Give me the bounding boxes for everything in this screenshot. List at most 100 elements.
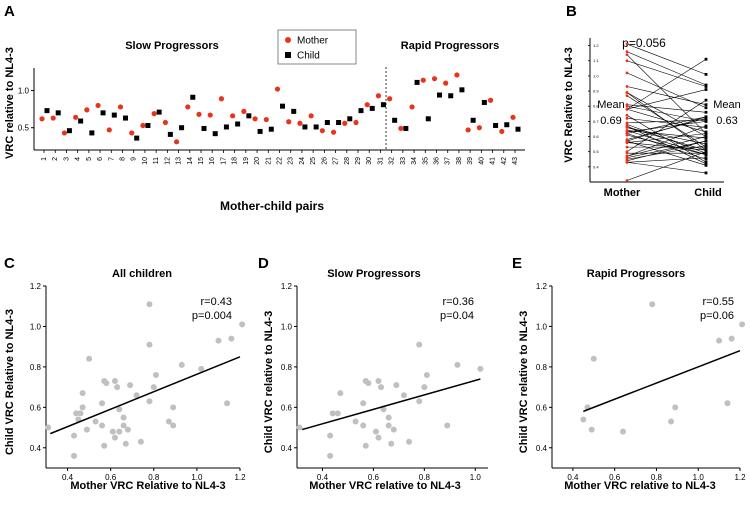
scatter-point	[416, 341, 423, 348]
child-point	[704, 106, 708, 110]
scatter-point	[127, 382, 134, 389]
scatter-point	[71, 452, 78, 459]
mother-marker	[274, 86, 281, 92]
scatter-point	[372, 428, 379, 435]
child-point	[704, 142, 708, 146]
y-tick-label-c: 0.6	[30, 403, 42, 412]
scatter-point	[728, 335, 735, 342]
pvalue-label-b: p=0.056	[622, 36, 666, 50]
child-point	[704, 110, 708, 114]
y-tick-label-e: 0.6	[536, 403, 548, 412]
scatter-point	[378, 384, 385, 391]
scatter-point	[79, 404, 86, 411]
y-tick-label-e: 1.2	[536, 282, 548, 291]
mother-marker	[218, 96, 225, 102]
x-tick-label-a: 7	[108, 157, 115, 161]
mother-marker	[342, 120, 348, 126]
child-point	[704, 119, 708, 123]
child-marker	[246, 113, 252, 119]
scatter-point	[739, 321, 746, 328]
x-tick-label-a: 36	[434, 157, 441, 165]
child-marker	[437, 92, 442, 98]
x-axis-label-d: Mother VRC relative to NL4-3	[309, 480, 461, 492]
mother-marker	[308, 113, 314, 119]
mother-marker	[510, 114, 516, 120]
y-tick-label-e: 0.8	[536, 363, 548, 372]
child-marker	[145, 122, 151, 128]
y-tick-label-d: 0.8	[281, 363, 293, 372]
scatter-point	[101, 378, 108, 385]
mother-marker	[263, 116, 269, 123]
pair-line	[626, 54, 707, 134]
scatter-point	[360, 422, 367, 429]
x-axis-label-c: Mother VRC Relative to NL4-3	[70, 480, 225, 492]
mother-marker	[196, 111, 202, 117]
scatter-point	[122, 440, 129, 447]
child-marker	[55, 110, 61, 116]
pair-line	[626, 161, 707, 174]
child-marker	[324, 120, 330, 126]
x-tick-label-a: 17	[220, 157, 227, 165]
child-marker	[459, 87, 465, 93]
mother-marker	[241, 108, 247, 114]
child-marker	[235, 121, 241, 127]
mother-marker	[73, 114, 79, 120]
x-tick-label-c: 0.8	[148, 473, 160, 482]
scatter-point	[423, 371, 430, 378]
legend-box	[277, 29, 357, 65]
panel-c: C All children r=0.43 p=0.004 Child VRC …	[4, 255, 246, 492]
scatter-point	[385, 414, 392, 421]
scatter-point	[101, 442, 108, 449]
scatter-point	[124, 426, 131, 433]
x-tick-label-a: 42	[501, 157, 508, 165]
y-tick-label-b: 0.9	[593, 89, 599, 94]
scatter-point	[79, 390, 86, 397]
x-tick-label-a: 23	[288, 157, 295, 165]
mother-marker	[499, 128, 505, 135]
legend: Mother Child	[277, 29, 357, 65]
y-axis-label-a: VRC relative to NL4-3	[4, 47, 16, 159]
x-tick-label-a: 13	[176, 157, 183, 165]
child-marker	[291, 108, 297, 114]
x-tick-label-a: 31	[377, 157, 384, 165]
child-marker	[280, 103, 285, 109]
child-marker	[134, 135, 140, 141]
child-marker	[66, 128, 72, 134]
y-tick-label-d: 1.2	[281, 282, 293, 291]
mother-marker	[230, 113, 236, 119]
mother-point	[625, 103, 629, 107]
child-marker	[369, 105, 375, 111]
panel-a: A Slow Progressors Rapid Progressors Mot…	[4, 3, 525, 213]
mother-marker	[61, 130, 68, 136]
scatter-point	[77, 410, 84, 417]
mother-point	[625, 59, 629, 63]
mother-marker	[465, 127, 471, 133]
child-point	[704, 116, 708, 120]
mother-marker	[375, 93, 382, 99]
pair-line	[626, 95, 707, 148]
child-point	[704, 124, 708, 128]
scatter-point	[360, 400, 367, 407]
scatter-point	[352, 418, 359, 425]
x-tick-label-a: 27	[333, 157, 340, 165]
scatter-point	[71, 432, 78, 439]
mother-point	[625, 150, 629, 154]
panel-letter-e: E	[512, 255, 522, 272]
mother-point	[625, 107, 629, 111]
child-point	[704, 136, 708, 140]
mother-marker	[319, 128, 325, 134]
scatter-point	[716, 337, 723, 344]
y-tick-label-b: 1.2	[593, 43, 599, 48]
x-tick-label-d: 1.0	[470, 473, 482, 482]
child-marker	[44, 108, 50, 114]
y-tick-label-b: 0.4	[593, 164, 599, 169]
mother-marker	[95, 102, 101, 109]
mother-marker	[151, 111, 157, 117]
pair-line	[626, 51, 707, 86]
child-point	[704, 144, 708, 148]
mother-marker	[162, 119, 168, 126]
pair-line	[626, 108, 707, 133]
scatter-point	[385, 422, 392, 429]
scatter-point	[296, 424, 303, 431]
